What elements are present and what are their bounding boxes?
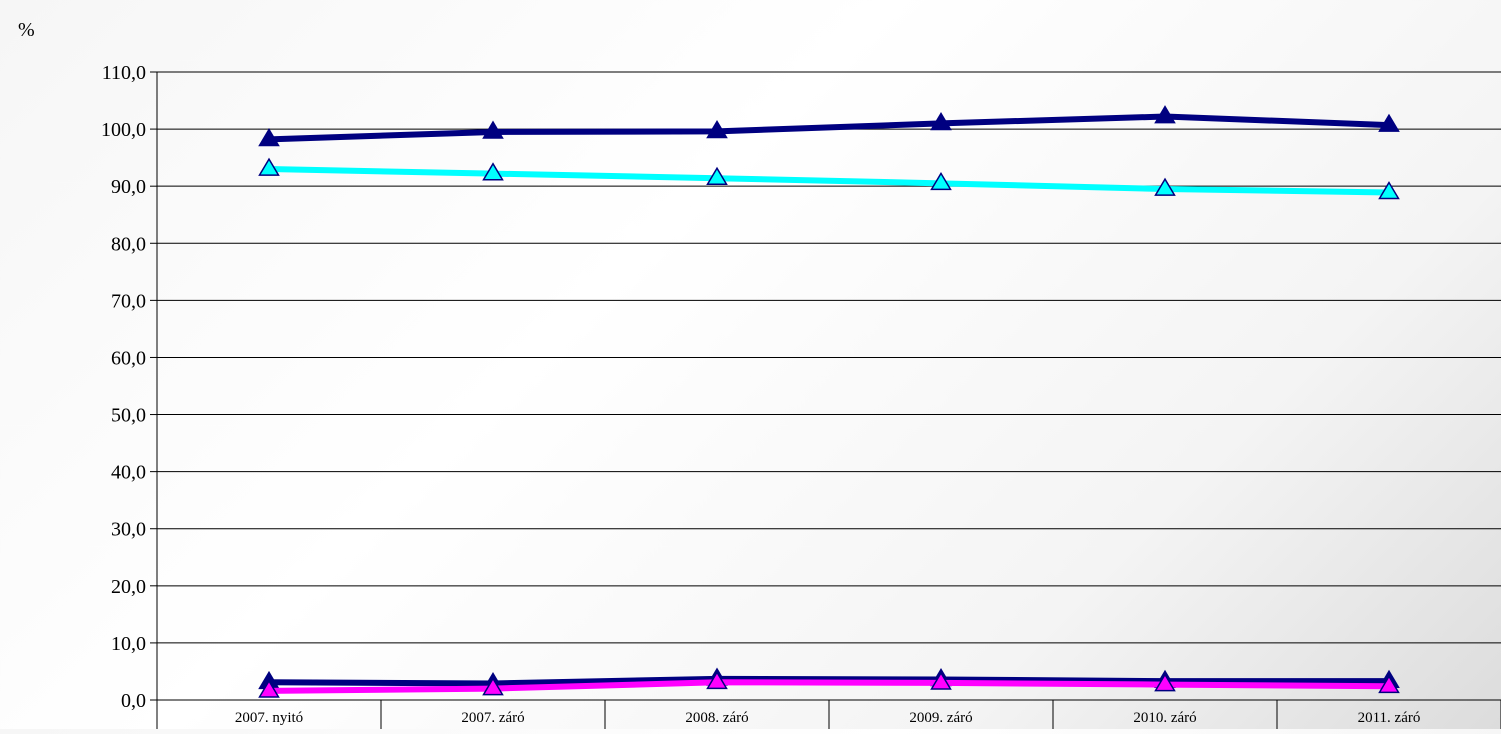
y-axis-unit-label: % [18, 19, 35, 41]
series-line [268, 679, 1390, 694]
series-2 [258, 157, 1400, 200]
y-tick-label: 100,0 [101, 119, 146, 141]
y-tick-label: 40,0 [111, 462, 146, 484]
gridlines [157, 71, 1501, 701]
y-tick-label: 110,0 [102, 62, 146, 84]
series-1 [258, 105, 1400, 147]
y-tick-label: 70,0 [111, 290, 146, 312]
axes [150, 71, 1501, 729]
data-point-marker [1154, 177, 1176, 196]
x-tick-label: 2010. záró [1133, 710, 1196, 726]
data-point-marker [258, 157, 280, 176]
data-point-marker [1378, 181, 1400, 200]
series-line [268, 166, 1390, 196]
x-tick-label: 2007. záró [461, 710, 524, 726]
y-tick-label: 20,0 [111, 576, 146, 598]
data-point-marker [930, 671, 952, 690]
series-line [268, 675, 1389, 687]
data-point-marker [1154, 673, 1176, 692]
data-point-marker [706, 670, 728, 690]
data-point-marker [706, 119, 728, 139]
data-point-marker [1378, 674, 1400, 694]
y-tick-label: 80,0 [111, 233, 146, 255]
data-point-marker [930, 111, 952, 131]
series-line [268, 113, 1390, 143]
data-point-marker [482, 162, 504, 181]
series [258, 105, 1400, 698]
x-tick-label: 2009. záró [909, 710, 972, 726]
series-4 [258, 670, 1400, 698]
y-tick-label: 30,0 [111, 519, 146, 541]
y-tick-label: 10,0 [111, 633, 146, 655]
y-tick-label: 0,0 [121, 690, 146, 712]
y-tick-label: 90,0 [111, 176, 146, 198]
y-tick-label: 60,0 [111, 347, 146, 369]
data-point-marker [482, 120, 504, 139]
data-point-marker [258, 127, 280, 147]
data-point-marker [1154, 105, 1176, 124]
y-tick-label: 50,0 [111, 405, 146, 427]
y-axis-ticks: 0,0 10,0 20,0 30,0 40,0 50,0 60,0 70,0 80,0 90,0 1… [101, 62, 146, 712]
x-tick-label: 2011. záró [1358, 710, 1421, 726]
data-point-marker [1378, 113, 1400, 132]
data-point-marker [258, 679, 280, 698]
x-axis-ticks: 2007. nyitó 2007. záró 2008. záró 2009. zár… [235, 710, 1421, 726]
data-point-marker [930, 171, 952, 191]
data-point-marker [482, 677, 504, 696]
data-point-marker [706, 166, 728, 186]
x-tick-label: 2008. záró [685, 710, 748, 726]
x-tick-label: 2007. nyitó [235, 710, 303, 726]
